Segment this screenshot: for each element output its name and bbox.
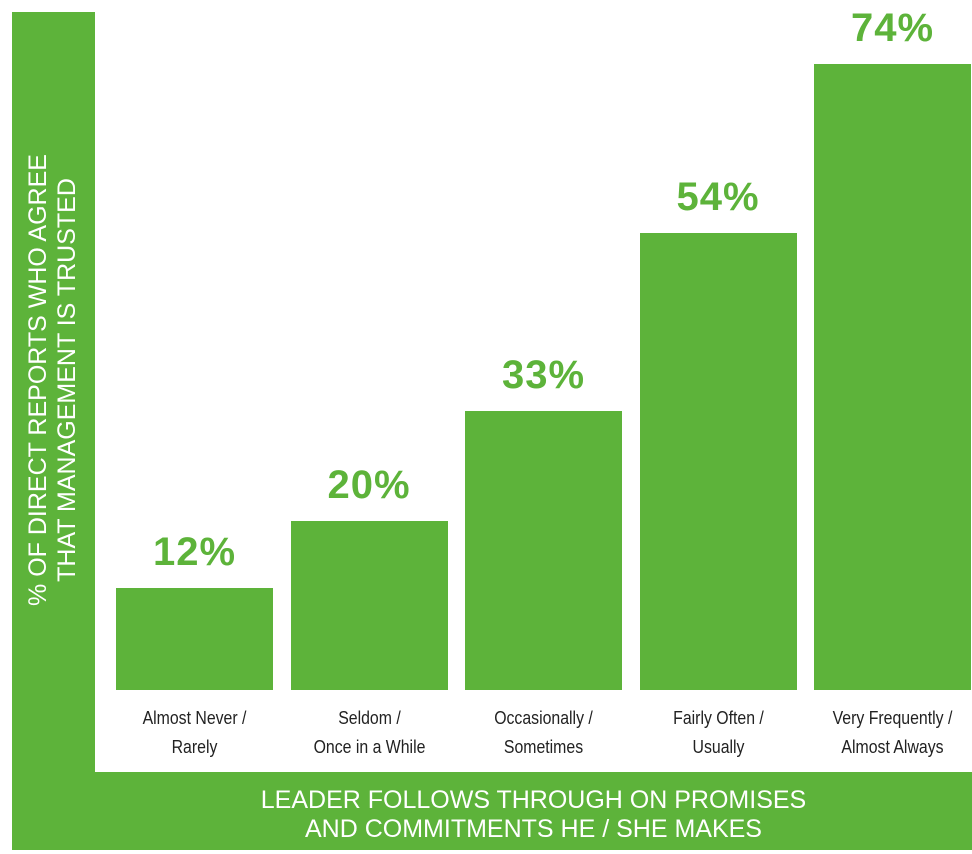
data-label: 74% (850, 5, 935, 50)
data-label: 12% (152, 530, 237, 575)
data-label: 33% (501, 352, 586, 397)
x-tick-label: Seldom / Once in a While (313, 708, 425, 757)
x-tick-label: Almost Never / Rarely (142, 708, 247, 757)
bar (639, 233, 797, 690)
y-axis-label: % OF DIRECT REPORTS WHO AGREE THAT MANAG… (24, 154, 81, 606)
axis-band-left (12, 12, 95, 850)
x-axis-label: LEADER FOLLOWS THROUGH ON PROMISES AND C… (260, 786, 807, 843)
bar (290, 520, 448, 690)
data-label: 20% (327, 462, 411, 507)
bar (465, 410, 622, 690)
x-tick-label: Very Frequently / Almost Always (832, 708, 953, 757)
bar (116, 588, 273, 690)
x-tick-label: Occasionally / Sometimes (494, 708, 593, 757)
data-label: 54% (676, 175, 760, 220)
x-tick-label: Fairly Often / Usually (672, 708, 764, 757)
axis-band-bottom (12, 772, 972, 850)
bar (814, 63, 971, 690)
